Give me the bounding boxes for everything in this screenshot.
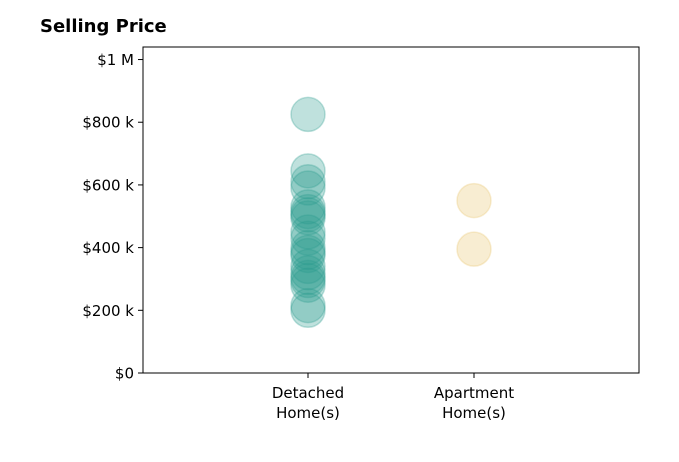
data-point — [290, 262, 326, 299]
y-tick-label: $200 k — [82, 302, 134, 320]
data-point — [290, 234, 326, 271]
data-point — [290, 267, 326, 303]
data-point — [290, 193, 326, 230]
x-tick-label: Home(s) — [276, 404, 340, 422]
y-tick-label: $0 — [115, 365, 134, 383]
data-point — [290, 189, 326, 225]
data-point — [290, 196, 326, 233]
data-point — [290, 237, 326, 274]
data-point — [290, 220, 326, 256]
data-point — [290, 214, 326, 250]
data-point — [290, 254, 326, 291]
y-tick-label: $1 M — [97, 51, 134, 69]
data-point — [290, 200, 326, 236]
data-point — [290, 248, 326, 285]
y-tick-label: $800 k — [82, 114, 134, 132]
data-point — [290, 229, 326, 266]
x-tick-label: Home(s) — [442, 404, 506, 422]
y-axis: $0 $200 k $400 k $600 k $800 k $1 M — [82, 51, 143, 383]
data-point — [290, 170, 326, 206]
chart-title: Selling Price — [40, 16, 167, 37]
y-tick-label: $600 k — [82, 176, 134, 194]
data-point — [290, 259, 326, 296]
data-point — [456, 231, 492, 267]
data-point — [290, 287, 326, 324]
data-point — [456, 182, 492, 219]
x-axis: Detached Home(s) Apartment Home(s) — [272, 373, 514, 422]
y-tick-label: $400 k — [82, 239, 134, 257]
data-point — [290, 292, 326, 329]
data-point — [290, 153, 326, 189]
points-layer — [290, 96, 492, 329]
plot-area-frame — [142, 46, 640, 374]
data-point — [290, 96, 326, 133]
x-tick-label: Detached — [272, 384, 344, 402]
data-point — [290, 164, 326, 200]
x-tick-label: Apartment — [434, 384, 514, 402]
